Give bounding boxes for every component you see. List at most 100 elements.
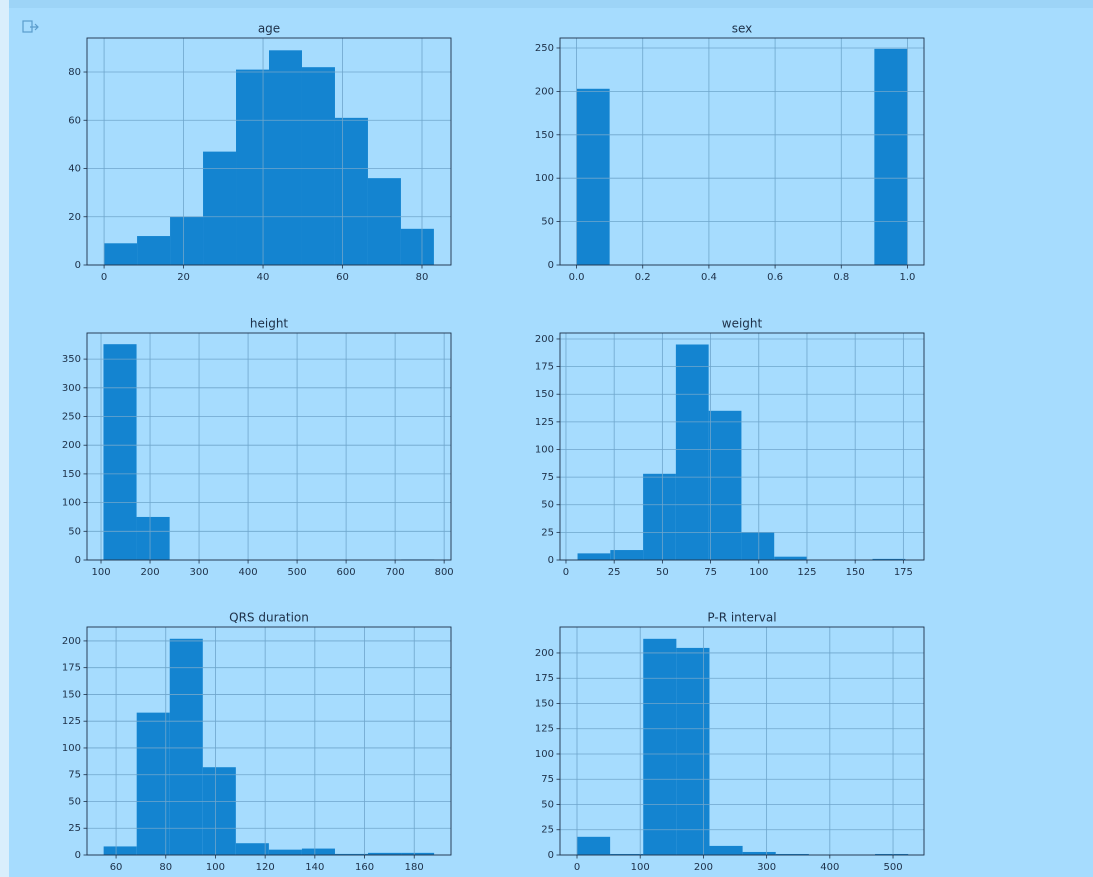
histogram-bar — [675, 344, 709, 560]
y-tick-label: 200 — [535, 86, 554, 97]
x-tick-label: 20 — [177, 272, 190, 283]
y-tick-label: 100 — [535, 444, 554, 455]
left-gutter — [0, 0, 9, 877]
x-tick-label: 25 — [608, 567, 621, 578]
x-tick-label: 0 — [574, 862, 580, 873]
axes-frame — [86, 332, 452, 561]
y-tick-label: 80 — [68, 67, 81, 78]
x-tick-label: 800 — [435, 567, 454, 578]
y-tick-label: 50 — [68, 796, 81, 807]
x-tick-label: 400 — [239, 567, 258, 578]
histogram-bar — [709, 845, 743, 855]
y-tick-label: 150 — [62, 469, 81, 480]
x-tick-label: 300 — [757, 862, 776, 873]
x-tick-label: 500 — [288, 567, 307, 578]
histogram-chart: P-R interval 0 25 50 75 100 125 150 175 200 0 100 20… — [535, 611, 925, 873]
y-tick-label: 150 — [535, 698, 554, 709]
histogram-bar — [577, 553, 611, 560]
axes-frame — [86, 626, 452, 856]
top-strip — [9, 0, 1093, 8]
y-tick-label: 50 — [68, 526, 81, 537]
x-tick-label: 120 — [256, 862, 275, 873]
x-tick-label: 0.6 — [767, 272, 783, 283]
histogram-bar — [104, 243, 138, 265]
y-tick-label: 125 — [535, 724, 554, 735]
chart-title: sex — [732, 22, 753, 36]
histogram-chart: weight 0 25 50 75 100 125 150 175 200 0 25 50 75 100 12… — [535, 317, 925, 578]
histogram-bar — [334, 853, 369, 855]
y-tick-label: 250 — [535, 43, 554, 54]
y-tick-label: 350 — [62, 354, 81, 365]
histogram-bar — [708, 410, 742, 560]
x-tick-label: 700 — [386, 567, 405, 578]
x-tick-label: 200 — [140, 567, 159, 578]
histogram-bar — [236, 69, 269, 265]
x-tick-label: 60 — [110, 862, 123, 873]
histogram-bar — [169, 638, 203, 855]
x-tick-label: 100 — [749, 567, 768, 578]
y-tick-label: 50 — [541, 500, 554, 511]
histogram-bar — [643, 638, 677, 855]
histogram-bar — [235, 843, 269, 855]
y-tick-label: 25 — [541, 825, 554, 836]
histogram-chart: age 0 20 40 60 80 0 20 40 60 80 — [68, 22, 452, 283]
x-tick-label: 500 — [883, 862, 902, 873]
axes-frame — [559, 332, 925, 561]
chart-title: P-R interval — [707, 611, 776, 625]
x-tick-label: 40 — [257, 272, 270, 283]
x-tick-label: 100 — [631, 862, 650, 873]
chart-title: QRS duration — [229, 611, 309, 625]
y-tick-label: 75 — [541, 472, 554, 483]
histogram-bar — [136, 516, 170, 560]
x-tick-label: 150 — [846, 567, 865, 578]
y-tick-label: 150 — [62, 689, 81, 700]
icon-arrow — [30, 23, 39, 31]
y-tick-label: 75 — [68, 770, 81, 781]
x-tick-label: 1.0 — [900, 272, 916, 283]
histogram-bar — [742, 851, 776, 855]
histogram-bar — [872, 558, 906, 560]
histogram-bar — [137, 236, 171, 265]
x-tick-label: 400 — [820, 862, 839, 873]
x-tick-label: 75 — [704, 567, 717, 578]
x-tick-label: 140 — [305, 862, 324, 873]
histogram-bar — [775, 853, 809, 855]
y-tick-label: 50 — [541, 799, 554, 810]
x-tick-label: 0.0 — [569, 272, 585, 283]
histogram-bar — [334, 117, 368, 265]
histogram-bar — [610, 550, 644, 560]
y-tick-label: 100 — [535, 173, 554, 184]
x-tick-label: 125 — [797, 567, 816, 578]
y-tick-label: 200 — [535, 648, 554, 659]
y-tick-label: 100 — [62, 498, 81, 509]
histogram-bar — [301, 848, 335, 855]
histogram-bar — [202, 767, 236, 855]
histogram-bar — [203, 151, 237, 265]
axes-frame — [559, 626, 925, 856]
histogram-chart: height 0 50 100 150 200 250 300 350 100 200 300 400 5… — [62, 317, 454, 579]
y-tick-label: 40 — [68, 164, 81, 175]
histogram-bar — [269, 50, 302, 265]
y-tick-label: 25 — [68, 823, 81, 834]
y-tick-label: 50 — [541, 217, 554, 228]
histogram-bar — [874, 48, 908, 265]
y-tick-label: 200 — [62, 636, 81, 647]
histogram-bar — [103, 846, 137, 855]
output-icon[interactable] — [22, 20, 39, 33]
x-tick-label: 0 — [101, 272, 107, 283]
y-tick-label: 200 — [535, 334, 554, 345]
x-tick-label: 100 — [91, 567, 110, 578]
histogram-bar — [643, 473, 676, 560]
x-tick-label: 0 — [563, 567, 569, 578]
y-tick-label: 100 — [62, 743, 81, 754]
axes-frame — [559, 37, 925, 266]
y-tick-label: 175 — [62, 663, 81, 674]
y-tick-label: 150 — [535, 130, 554, 141]
x-tick-label: 600 — [337, 567, 356, 578]
x-tick-label: 60 — [336, 272, 349, 283]
chart-title: weight — [722, 317, 763, 331]
y-tick-label: 125 — [535, 417, 554, 428]
histogram-bar — [400, 228, 434, 265]
x-tick-label: 0.2 — [635, 272, 651, 283]
